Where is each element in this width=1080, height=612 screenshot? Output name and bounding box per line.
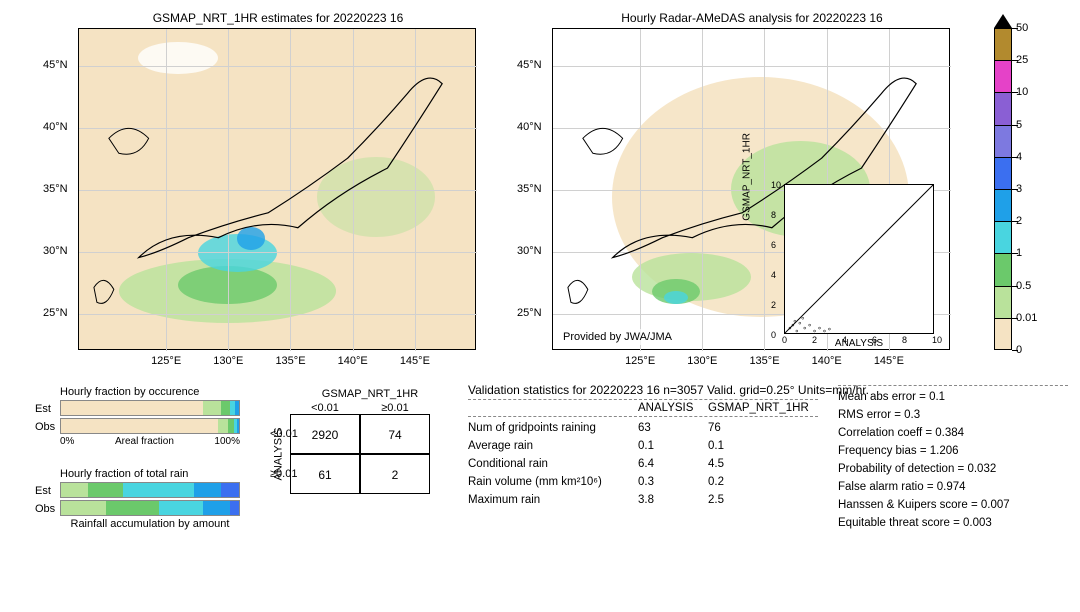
fraction-occurrence-obs: Obs: [60, 418, 240, 434]
contingency-table: GSMAP_NRT_1HR <0.01 ≥0.01 <0.01 2920 74 …: [270, 388, 450, 494]
coastline-left: [79, 29, 475, 349]
fraction-occurrence-title: Hourly fraction by occurence: [60, 386, 240, 398]
contingency-title: GSMAP_NRT_1HR: [290, 388, 450, 400]
fraction-total-obs: Obs: [60, 500, 240, 516]
fraction-total-est: Est: [60, 482, 240, 498]
contingency-col-headers: <0.01 ≥0.01: [290, 402, 450, 414]
scatter-inset: GSMAP_NRT_1HR ANALYSIS 0246810 0246810: [784, 184, 934, 334]
contingency-cell: 74: [360, 414, 430, 454]
contingency-ylabel: ANALYSIS: [273, 428, 285, 481]
map-left-title: GSMAP_NRT_1HR estimates for 20220223 16: [79, 11, 477, 25]
fraction-total-chart: Hourly fraction of total rain Est Obs Ra…: [60, 468, 240, 532]
figure-root: GSMAP_NRT_1HR estimates for 20220223 16 …: [0, 0, 1080, 612]
contingency-cell: 61: [290, 454, 360, 494]
scatter-xlabel: ANALYSIS: [785, 338, 933, 349]
fraction-total-caption: Rainfall accumulation by amount: [60, 518, 240, 530]
stats-table: Validation statistics for 20220223 16 n=…: [468, 383, 869, 509]
map-right-title: Hourly Radar-AMeDAS analysis for 2022022…: [553, 11, 951, 25]
contingency-cell: 2920: [290, 414, 360, 454]
colorbar: 502510543210.50.010: [994, 28, 1012, 350]
row-label: Est: [35, 403, 51, 415]
map-right-credit: Provided by JWA/JMA: [559, 329, 676, 345]
stats-rows: Num of gridpoints raining6376Average rai…: [468, 419, 869, 509]
row-label: Obs: [35, 503, 55, 515]
row-label: Obs: [35, 421, 55, 433]
colorbar-arrow-top: [994, 14, 1012, 28]
fraction-total-title: Hourly fraction of total rain: [60, 468, 240, 480]
metrics-list: Mean abs error = 0.1RMS error = 0.3Corre…: [838, 383, 1068, 532]
map-right: Hourly Radar-AMeDAS analysis for 2022022…: [552, 28, 950, 350]
row-label: Est: [35, 485, 51, 497]
map-left: GSMAP_NRT_1HR estimates for 20220223 16 …: [78, 28, 476, 350]
fraction-occurrence-chart: Hourly fraction by occurence Est Obs 0% …: [60, 386, 240, 447]
fraction-occurrence-est: Est: [60, 400, 240, 416]
stats-title: Validation statistics for 20220223 16 n=…: [468, 383, 869, 397]
scatter-ylabel: GSMAP_NRT_1HR: [742, 133, 753, 221]
stats-header: ANALYSIS GSMAP_NRT_1HR: [468, 402, 869, 414]
scatter-svg: [785, 185, 933, 333]
contingency-cell: 2: [360, 454, 430, 494]
fraction-occurrence-xaxis: 0% Areal fraction 100%: [60, 436, 240, 447]
